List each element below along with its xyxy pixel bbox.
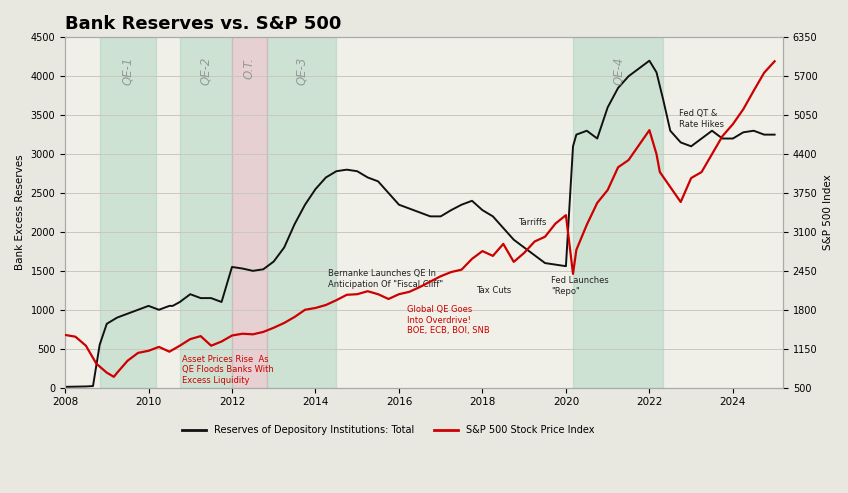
- Bar: [232, 37, 266, 387]
- Y-axis label: Bank Excess Reserves: Bank Excess Reserves: [15, 155, 25, 270]
- Text: QE-1: QE-1: [121, 57, 134, 85]
- Text: Asset Prices Rise  As
QE Floods Banks With
Excess Liquidity: Asset Prices Rise As QE Floods Banks Wit…: [182, 355, 274, 385]
- Text: QE-3: QE-3: [295, 57, 308, 85]
- Text: Tarriffs: Tarriffs: [518, 218, 546, 227]
- Text: Global QE Goes
Into Overdrive!
BOE, ECB, BOI, SNB: Global QE Goes Into Overdrive! BOE, ECB,…: [407, 305, 490, 335]
- Bar: [266, 37, 337, 387]
- Text: Bernanke Launches QE In
Anticipation Of "Fiscal Cliff": Bernanke Launches QE In Anticipation Of …: [328, 269, 444, 289]
- Bar: [180, 37, 232, 387]
- Legend: Reserves of Depository Institutions: Total, S&P 500 Stock Price Index: Reserves of Depository Institutions: Tot…: [178, 421, 598, 439]
- Text: Tax Cuts: Tax Cuts: [477, 285, 511, 295]
- Bar: [100, 37, 155, 387]
- Text: QE-4: QE-4: [611, 57, 625, 85]
- Y-axis label: S&P 500 Index: S&P 500 Index: [823, 175, 833, 250]
- Text: Bank Reserves vs. S&P 500: Bank Reserves vs. S&P 500: [65, 15, 342, 33]
- Text: Fed QT &
Rate Hikes: Fed QT & Rate Hikes: [678, 109, 723, 129]
- Text: O.T.: O.T.: [243, 57, 256, 79]
- Bar: [573, 37, 663, 387]
- Text: QE-2: QE-2: [199, 57, 212, 85]
- Text: Fed Launches
"Repo": Fed Launches "Repo": [551, 276, 609, 296]
